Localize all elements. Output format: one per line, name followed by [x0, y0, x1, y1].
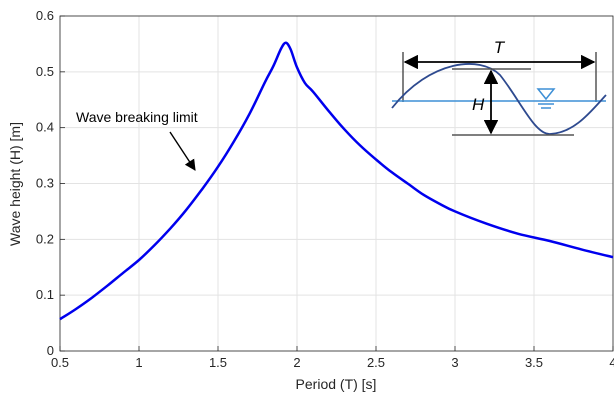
y-tick-label: 0.1 [36, 287, 54, 302]
water-level-icon [536, 88, 556, 101]
annotation-wave-breaking-limit: Wave breaking limit [76, 109, 198, 125]
y-axis-label: Wave height (H) [m] [7, 122, 23, 246]
y-tick-label: 0.6 [36, 8, 54, 23]
x-tick-label: 0.5 [51, 355, 69, 370]
inset-height-label: H [472, 95, 485, 114]
x-tick-label: 1.5 [209, 355, 227, 370]
annotation-arrow [169, 131, 196, 171]
inset-period-label: T [494, 38, 506, 57]
inset-wave-curve [391, 63, 607, 135]
x-axis-label: Period (T) [s] [296, 376, 377, 392]
x-tick-label: 1 [135, 355, 142, 370]
wave-inset-diagram: T H [391, 38, 607, 136]
y-tick-label: 0.5 [36, 64, 54, 79]
x-tick-label: 4 [609, 355, 614, 370]
series-line-wave-height [59, 41, 614, 321]
x-tick-label: 3.5 [525, 355, 543, 370]
ticks [59, 15, 614, 352]
y-tick-label: 0 [47, 343, 54, 358]
x-tick-labels: 0.5 1 1.5 2 2.5 3 3.5 4 [51, 355, 614, 370]
y-tick-label: 0.2 [36, 231, 54, 246]
x-tick-label: 3 [451, 355, 458, 370]
y-tick-labels: 0 0.1 0.2 0.3 0.4 0.5 0.6 [36, 8, 54, 358]
x-tick-label: 2 [293, 355, 300, 370]
x-tick-label: 2.5 [367, 355, 385, 370]
y-tick-label: 0.3 [36, 176, 54, 191]
y-tick-label: 0.4 [36, 120, 54, 135]
series-layer [59, 41, 614, 321]
